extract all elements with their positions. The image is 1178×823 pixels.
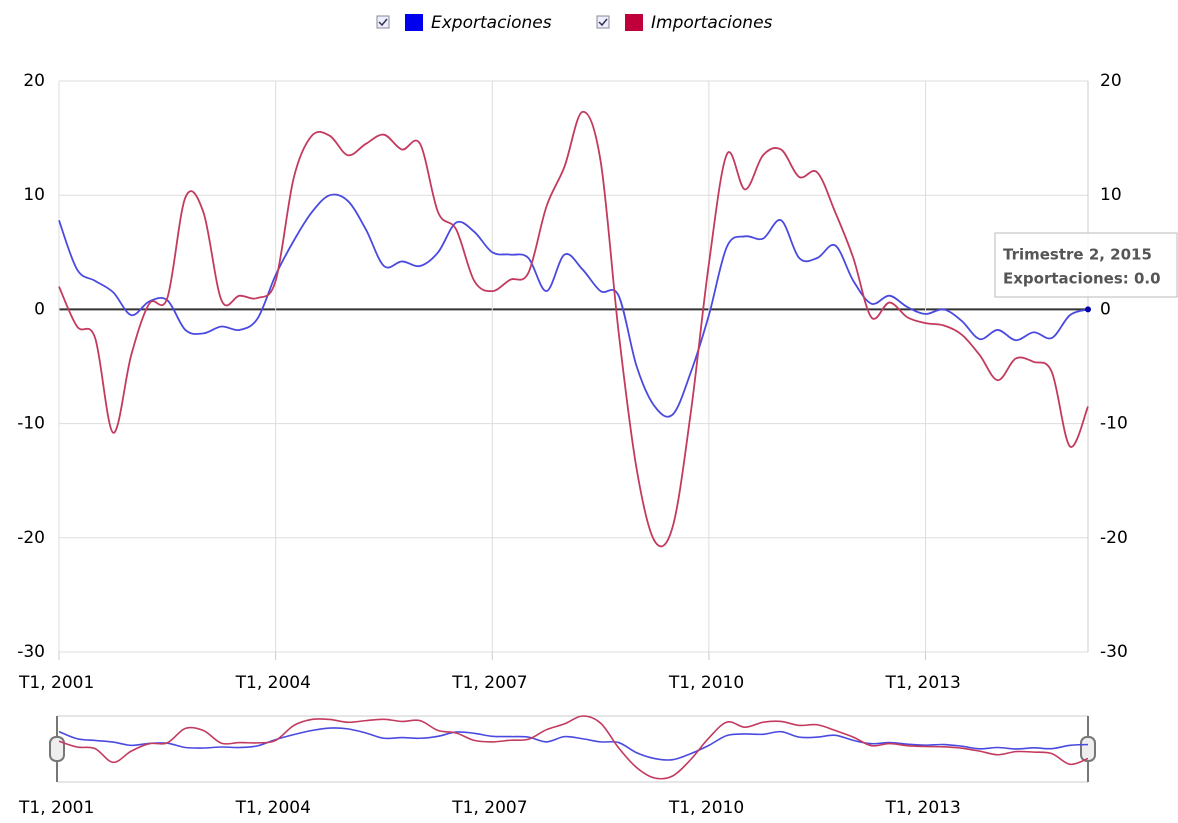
x-tick-label: T1, 2001: [18, 673, 94, 693]
hover-marker: [1085, 306, 1091, 313]
navigator-line: [58, 727, 1089, 761]
navigator-tick-label: T1, 2007: [451, 798, 527, 818]
navigator-line: [58, 715, 1089, 780]
tooltip-text: Exportaciones: 0.0: [1003, 270, 1161, 288]
y-tick-label: 10: [23, 185, 45, 205]
y2-tick-label: -10: [1100, 414, 1128, 434]
navigator-tick-label: T1, 2013: [885, 798, 961, 818]
check: [598, 18, 608, 27]
x-tick-label: T1, 2010: [668, 673, 744, 693]
series-line: [58, 193, 1089, 418]
navigator-tick-label: T1, 2004: [235, 798, 311, 818]
y2-tick-label: 10: [1100, 185, 1122, 205]
legend-checkbox[interactable]: [596, 15, 610, 29]
x-tick-label: T1, 2013: [885, 673, 961, 693]
tooltip-box: [994, 232, 1178, 298]
lines: [58, 110, 1091, 548]
legend: Exportaciones Importaciones: [376, 13, 773, 33]
navigator-tick-label: T1, 2001: [18, 798, 94, 818]
y-tick-label: -20: [17, 528, 45, 548]
check: [378, 18, 388, 27]
y2-tick-label: 0: [1100, 299, 1111, 319]
legend-swatch: [625, 14, 643, 31]
x-tick-label: T1, 2004: [235, 673, 311, 693]
y2-tick-label: -20: [1100, 528, 1128, 548]
legend-label[interactable]: Importaciones: [651, 13, 773, 33]
legend-label[interactable]: Exportaciones: [431, 13, 552, 33]
tooltip-title: Trimestre 2, 2015: [1003, 246, 1152, 264]
y2-tick-label: 20: [1100, 71, 1122, 91]
grid: -30 -30 -20 -20 -10 -10 0 0 10 10 20 20 T1, 2001 T1, …: [17, 71, 1128, 693]
y-tick-label: -30: [17, 642, 45, 662]
navigator: T1, 2001 T1, 2004 T1, 2007 T1, 2010 T1, 2013: [18, 715, 1096, 818]
y-tick-label: 20: [23, 71, 45, 91]
y2-tick-label: -30: [1100, 642, 1128, 662]
y-tick-label: -10: [17, 414, 45, 434]
legend-swatch: [405, 14, 423, 31]
x-tick-label: T1, 2007: [451, 673, 527, 693]
series-line: [58, 110, 1089, 548]
legend-checkbox[interactable]: [376, 15, 390, 29]
navigator-tick-label: T1, 2010: [668, 798, 744, 818]
navigator-handle[interactable]: [49, 736, 65, 762]
tooltip: Trimestre 2, 2015 Exportaciones: 0.0: [994, 232, 1178, 298]
navigator-handle[interactable]: [1080, 736, 1096, 762]
y-tick-label: 0: [34, 299, 45, 319]
